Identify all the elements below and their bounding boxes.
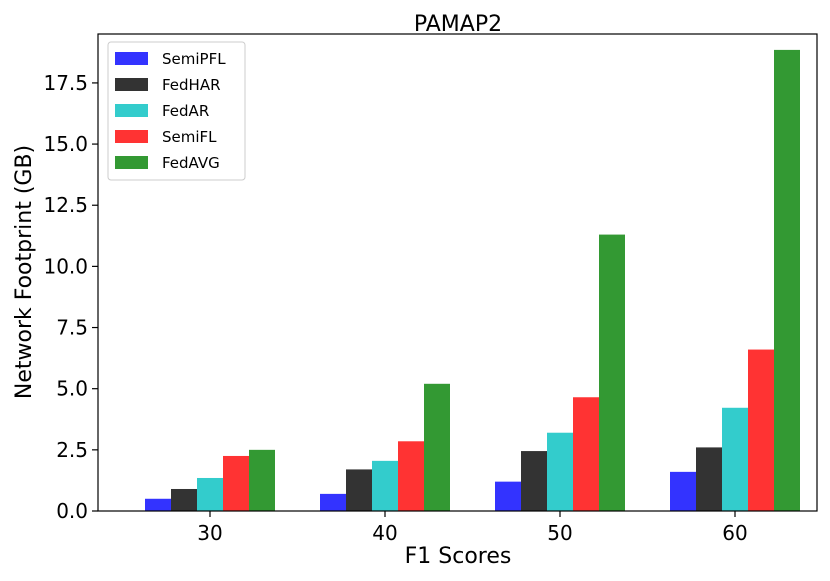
bar-fedhar-50 — [521, 451, 547, 511]
bar-fedavg-50 — [599, 234, 625, 512]
bar-semipfl-60 — [670, 471, 696, 511]
y-tick-label: 17.5 — [43, 71, 88, 95]
x-tick-label: 40 — [372, 521, 397, 545]
bar-fedar-30 — [197, 477, 223, 511]
plot-frame — [97, 33, 818, 512]
bars-group — [145, 49, 800, 512]
legend-label-semifl: SemiFL — [162, 128, 217, 146]
legend-box — [107, 41, 246, 181]
y-axis-ticks: 0.0 2.5 5.0 7.5 10.0 12.5 15.0 17.5 — [43, 71, 98, 523]
bar-fedhar-30 — [171, 488, 197, 511]
legend-label-fedar: FedAR — [162, 102, 209, 120]
bar-fedavg-60 — [774, 49, 800, 512]
y-tick-label: 5.0 — [56, 377, 88, 401]
legend-label-semipfl: SemiPFL — [162, 50, 226, 68]
bar-semipfl-50 — [495, 481, 521, 511]
bar-semipfl-30 — [145, 498, 171, 511]
bar-fedar-50 — [547, 432, 573, 511]
legend-swatch-fedavg — [115, 156, 148, 169]
y-tick-label: 2.5 — [56, 438, 88, 462]
legend-swatch-semifl — [115, 130, 148, 143]
y-tick-label: 12.5 — [43, 193, 88, 217]
bar-fedavg-30 — [249, 449, 275, 511]
bar-semipfl-40 — [320, 493, 346, 511]
y-tick-label: 15.0 — [43, 132, 88, 156]
chart-title: PAMAP2 — [414, 12, 502, 37]
y-tick-label: 10.0 — [43, 254, 88, 278]
x-tick-label: 60 — [722, 521, 747, 545]
x-tick-label: 30 — [197, 521, 222, 545]
legend: SemiPFL FedHAR FedAR SemiFL FedAVG — [107, 41, 246, 181]
bar-fedavg-40 — [424, 383, 450, 511]
legend-label-fedavg: FedAVG — [162, 154, 220, 172]
bar-fedhar-40 — [346, 469, 372, 511]
bar-semifl-50 — [573, 397, 599, 511]
x-tick-label: 50 — [547, 521, 572, 545]
y-axis-title: Network Footprint (GB) — [12, 145, 37, 399]
bar-fedar-40 — [372, 460, 398, 511]
bar-fedar-60 — [722, 407, 748, 511]
bar-semifl-30 — [223, 455, 249, 511]
y-tick-label: 0.0 — [56, 499, 88, 523]
bar-semifl-60 — [748, 349, 774, 511]
legend-label-fedhar: FedHAR — [162, 76, 221, 94]
x-axis-ticks: 30 40 50 60 — [197, 511, 748, 545]
bar-semifl-40 — [398, 441, 424, 511]
legend-swatch-fedhar — [115, 78, 148, 91]
legend-swatch-semipfl — [115, 52, 148, 65]
y-tick-label: 7.5 — [56, 316, 88, 340]
x-axis-title: F1 Scores — [405, 544, 512, 569]
legend-swatch-fedar — [115, 104, 148, 117]
bar-fedhar-60 — [696, 447, 722, 511]
